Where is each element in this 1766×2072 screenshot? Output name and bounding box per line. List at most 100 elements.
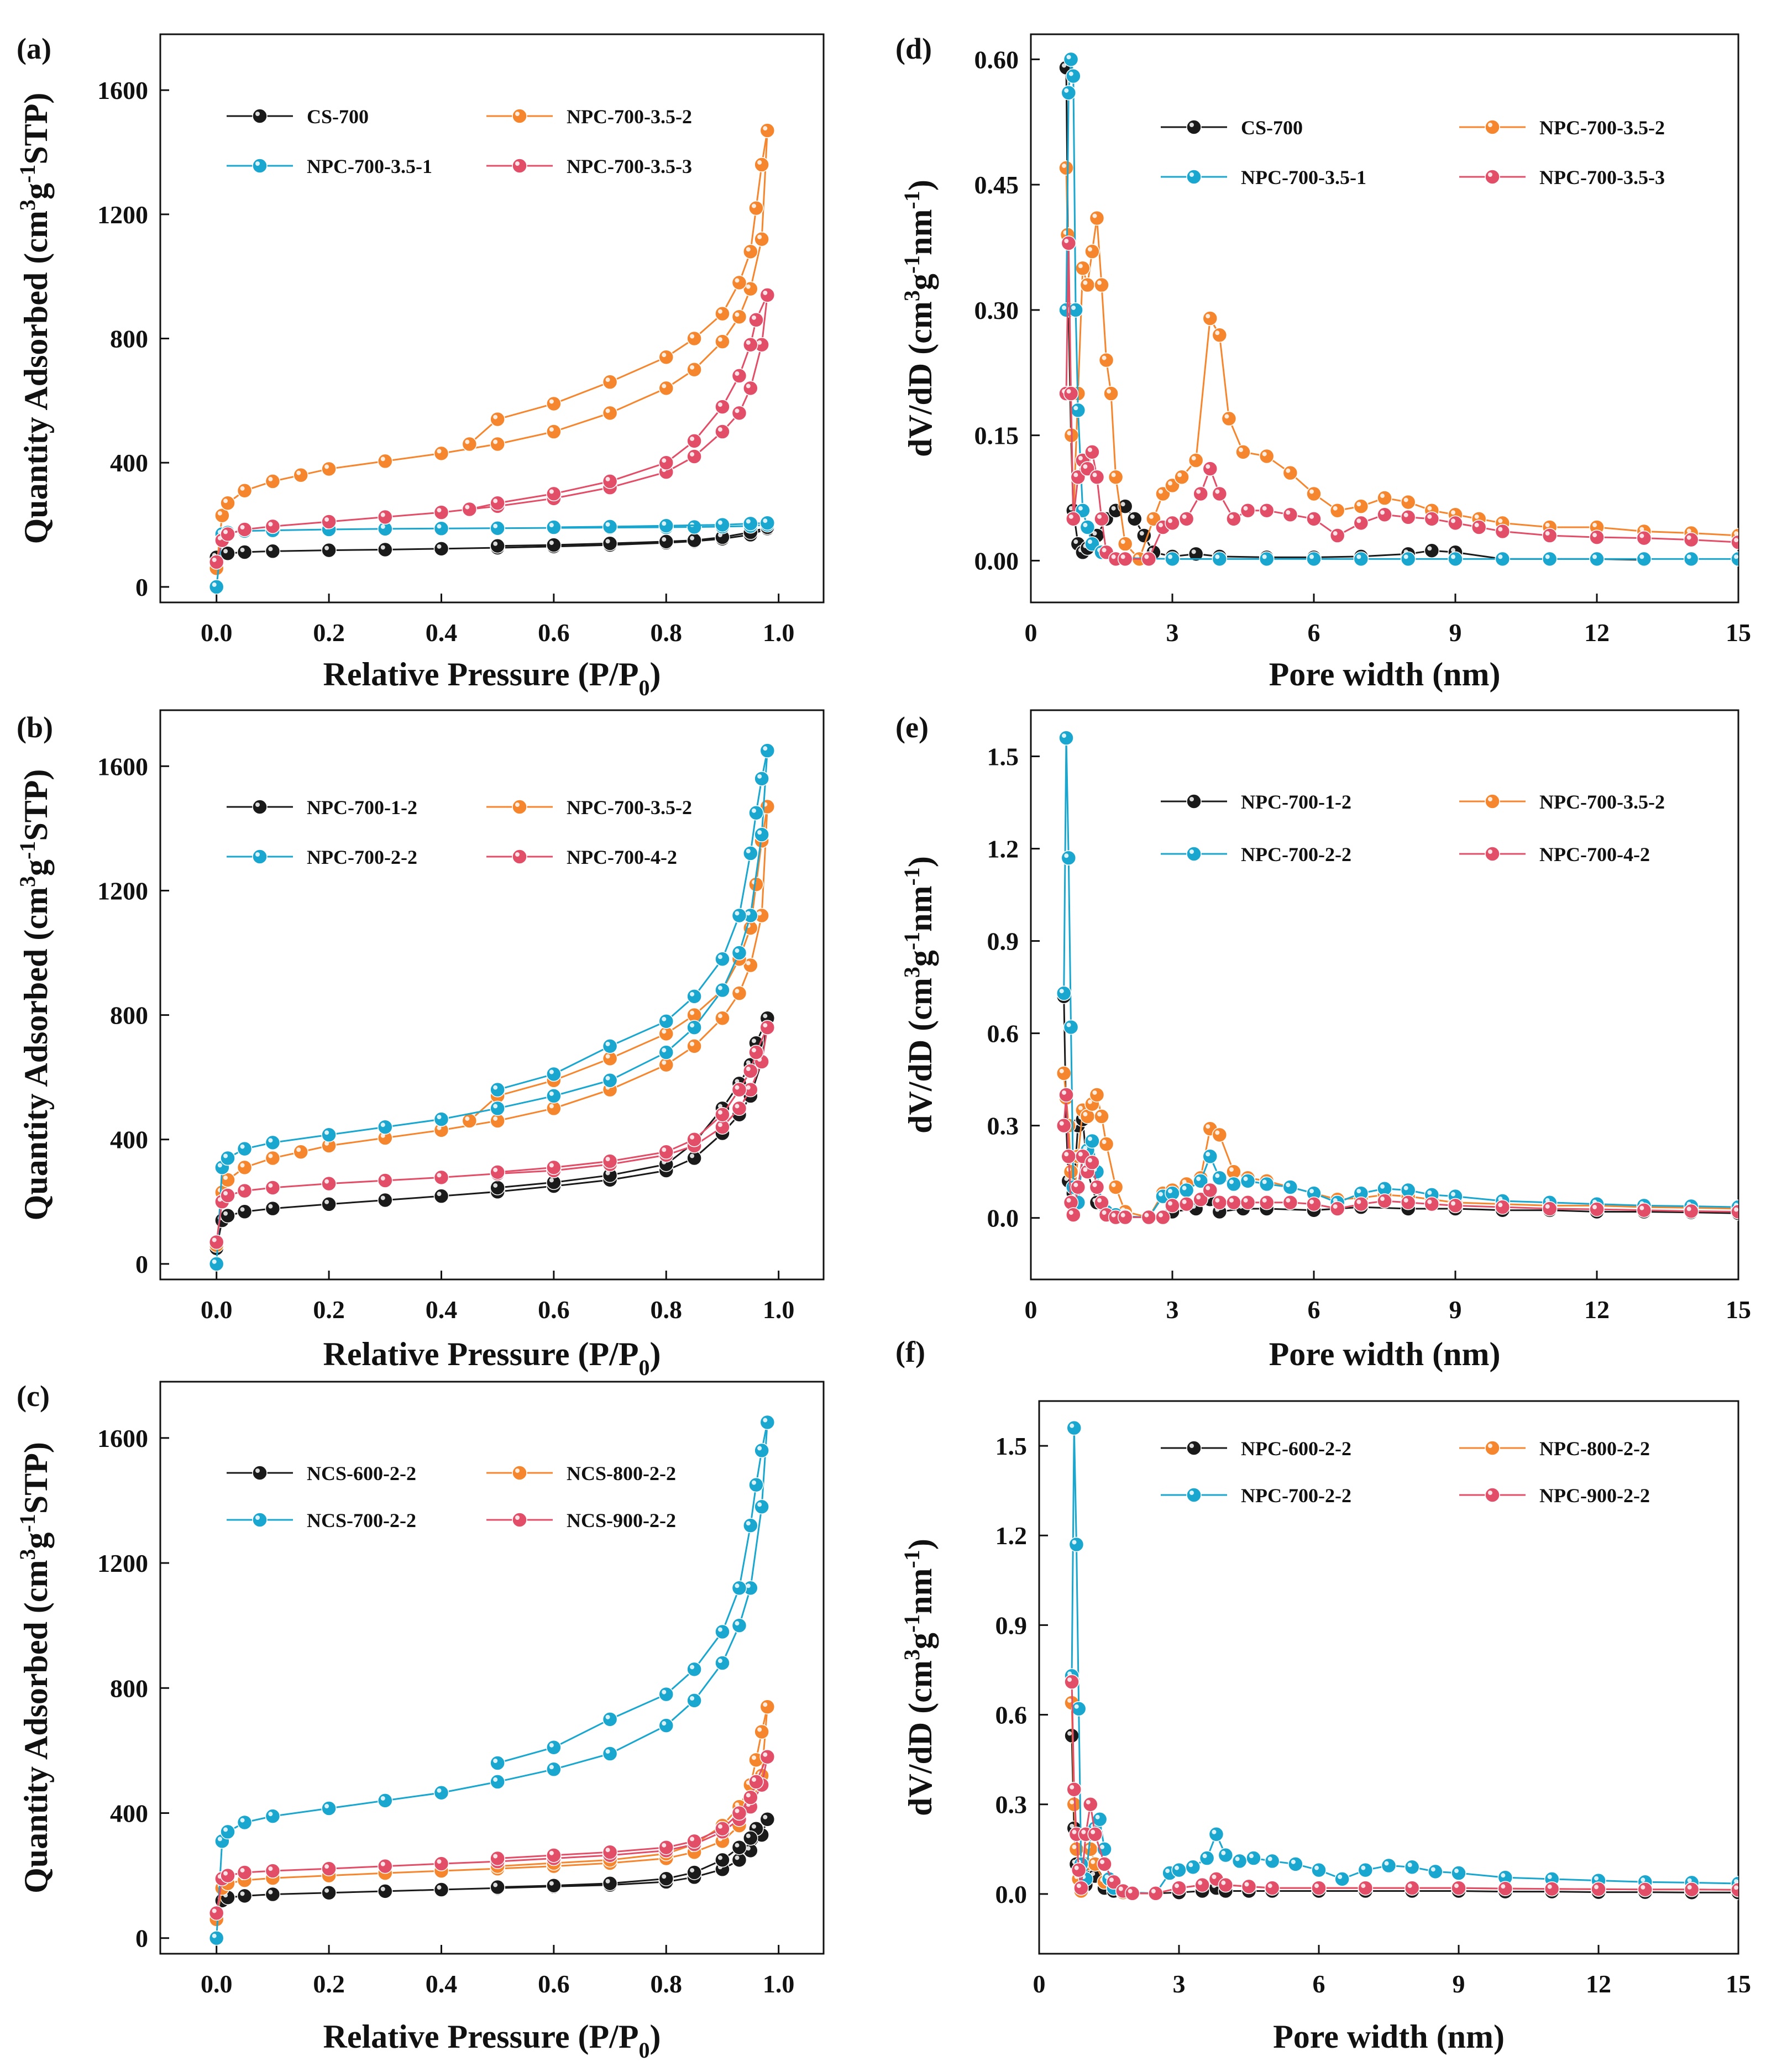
data-point-highlight — [717, 1824, 722, 1829]
data-point-highlight — [380, 1861, 385, 1866]
data-point-highlight — [1592, 533, 1597, 538]
data-point-highlight — [493, 415, 498, 419]
data-point-highlight — [549, 1104, 554, 1109]
data-point-highlight — [1734, 531, 1738, 536]
data-point — [1079, 277, 1096, 293]
data-point — [490, 538, 505, 554]
x-tick-label: 0.4 — [426, 1970, 458, 1998]
data-point — [237, 1888, 253, 1904]
data-point — [378, 542, 393, 558]
data-point-highlight — [1081, 1829, 1086, 1834]
data-point — [208, 1905, 224, 1921]
x-tick-label: 0.8 — [651, 618, 683, 647]
data-point-highlight — [1734, 1207, 1738, 1212]
data-point-highlight — [1641, 1877, 1646, 1882]
y-tick-label: 1.5 — [995, 1432, 1028, 1460]
data-point — [715, 1821, 730, 1837]
data-point — [1259, 1195, 1275, 1210]
legend-item: NPC-700-1-2 — [1161, 791, 1351, 813]
data-point-highlight — [1309, 1189, 1314, 1194]
data-point-highlight — [549, 399, 554, 404]
data-point-highlight — [662, 1147, 667, 1152]
data-point-highlight — [493, 499, 498, 503]
data-point — [1155, 1209, 1171, 1225]
data-point-highlight — [268, 1138, 273, 1143]
y-axis-label-part: STP) — [18, 93, 54, 165]
data-point-highlight — [324, 517, 329, 522]
data-point — [687, 331, 702, 347]
data-point — [687, 519, 702, 535]
data-point — [687, 1661, 702, 1677]
data-point-highlight — [662, 1874, 667, 1879]
data-point — [1089, 469, 1105, 485]
data-point — [378, 1173, 393, 1188]
data-point-highlight — [268, 1204, 273, 1209]
data-point — [754, 232, 769, 247]
data-point-highlight — [223, 1827, 228, 1832]
plot-frame — [1030, 709, 1739, 1281]
data-point-highlight — [1102, 1210, 1107, 1215]
data-point — [658, 534, 674, 549]
data-point-highlight — [1249, 1854, 1254, 1859]
data-point-highlight — [1239, 447, 1243, 452]
y-tick-label: 0.15 — [974, 422, 1019, 450]
data-point — [265, 518, 281, 534]
data-point-highlight — [240, 547, 245, 552]
data-point — [433, 1882, 449, 1897]
data-point-highlight — [1206, 1152, 1210, 1157]
data-point — [433, 521, 449, 537]
data-point-highlight — [437, 508, 442, 513]
data-point — [1235, 444, 1251, 460]
data-point — [1259, 1176, 1275, 1192]
data-point-highlight — [746, 247, 751, 252]
legend-marker-highlight — [515, 1515, 520, 1520]
data-point-highlight — [1356, 1199, 1361, 1204]
data-point-highlight — [1120, 554, 1125, 559]
data-point — [1377, 507, 1392, 523]
data-point — [1212, 1127, 1228, 1143]
data-point-highlight — [1451, 510, 1455, 515]
legend-label: NPC-700-3.5-2 — [567, 106, 692, 128]
data-point-highlight — [549, 1091, 554, 1096]
data-point-highlight — [1545, 554, 1550, 559]
data-point-highlight — [223, 529, 228, 534]
data-point — [1061, 1148, 1077, 1164]
data-point-highlight — [493, 523, 498, 528]
data-point-highlight — [437, 449, 442, 454]
data-point — [1218, 1877, 1234, 1893]
y-tick-label: 0.9 — [987, 927, 1019, 956]
data-point-highlight — [437, 1115, 442, 1120]
legend-marker — [1485, 169, 1500, 185]
data-point — [1084, 1155, 1100, 1171]
data-point-highlight — [717, 1659, 722, 1664]
data-point — [1400, 510, 1416, 525]
data-point — [759, 743, 775, 758]
legend-marker-highlight — [515, 161, 520, 166]
data-point-highlight — [1267, 1884, 1272, 1889]
data-point — [731, 1805, 747, 1821]
data-point-highlight — [1078, 1105, 1083, 1110]
data-point-highlight — [1641, 1885, 1646, 1890]
data-point-highlight — [1333, 531, 1338, 536]
data-point-highlight — [223, 1211, 228, 1216]
data-point-highlight — [1083, 1111, 1088, 1116]
data-point-highlight — [380, 1133, 385, 1138]
data-point-highlight — [757, 1502, 762, 1507]
y-tick-label: 400 — [110, 449, 148, 477]
y-tick-label: 400 — [110, 1799, 148, 1827]
series-NPC-700-3.5-2 — [1058, 160, 1738, 567]
data-point-highlight — [1734, 1885, 1738, 1890]
series-line-desorption — [497, 1027, 768, 1173]
legend-label: NPC-700-3.5-2 — [1539, 791, 1665, 813]
y-axis-label-part: STP) — [18, 1442, 54, 1514]
panel-f: (f) 0 3 6 9 12 15 0.0 0.3 0.6 0.9 1.2 1.5 Pore width … — [895, 1335, 1751, 2055]
data-point-highlight — [1356, 502, 1361, 507]
x-tick-label: 1.0 — [763, 618, 795, 647]
series-NPC-700-3.5-3 — [1058, 235, 1738, 567]
data-point-highlight — [735, 1583, 740, 1588]
data-point-highlight — [1118, 1886, 1123, 1891]
data-point-highlight — [1206, 314, 1210, 318]
data-point-highlight — [605, 1879, 610, 1884]
data-point — [1092, 1812, 1108, 1827]
data-point-highlight — [1454, 1884, 1459, 1889]
